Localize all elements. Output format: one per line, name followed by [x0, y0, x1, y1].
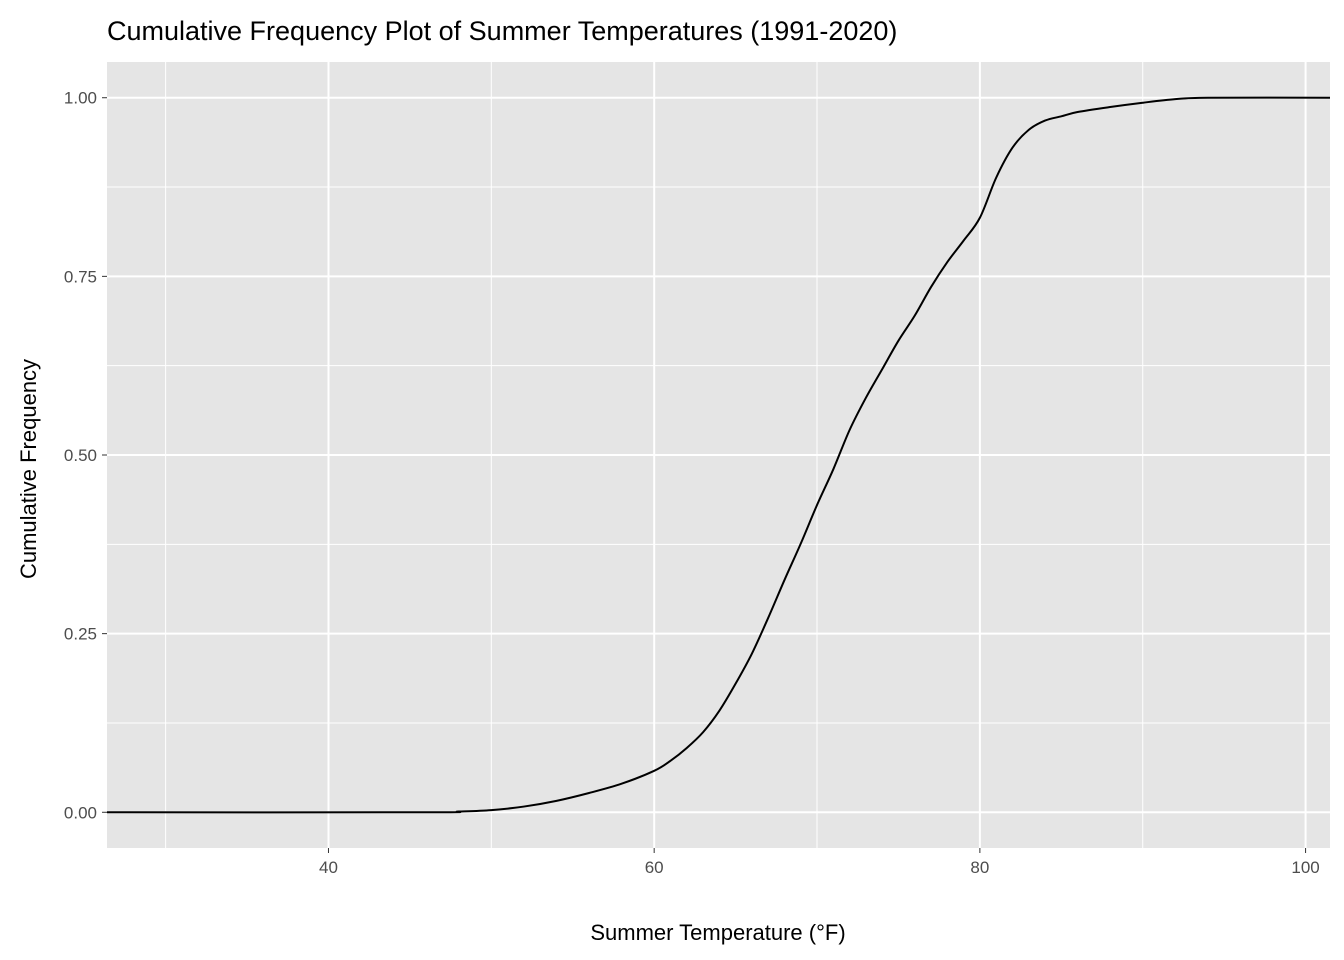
y-tick-label: 1.00	[64, 89, 97, 108]
x-axis-label: Summer Temperature (°F)	[590, 920, 845, 945]
chart-title: Cumulative Frequency Plot of Summer Temp…	[107, 16, 897, 46]
x-tick-label: 60	[645, 858, 664, 877]
gridlines	[107, 62, 1330, 848]
y-tick-label: 0.00	[64, 803, 97, 822]
x-tick-label: 100	[1291, 858, 1319, 877]
x-tick-label: 80	[970, 858, 989, 877]
axis-ticks: 40 60 80 100 0.00 0.25 0.50 0.75 1.00	[64, 89, 1320, 877]
y-tick-label: 0.25	[64, 625, 97, 644]
x-tick-label: 40	[319, 858, 338, 877]
y-tick-label: 0.75	[64, 267, 97, 286]
ecdf-line	[106, 96, 1331, 814]
y-axis-label: Cumulative Frequency	[16, 359, 41, 579]
y-tick-label: 0.50	[64, 446, 97, 465]
